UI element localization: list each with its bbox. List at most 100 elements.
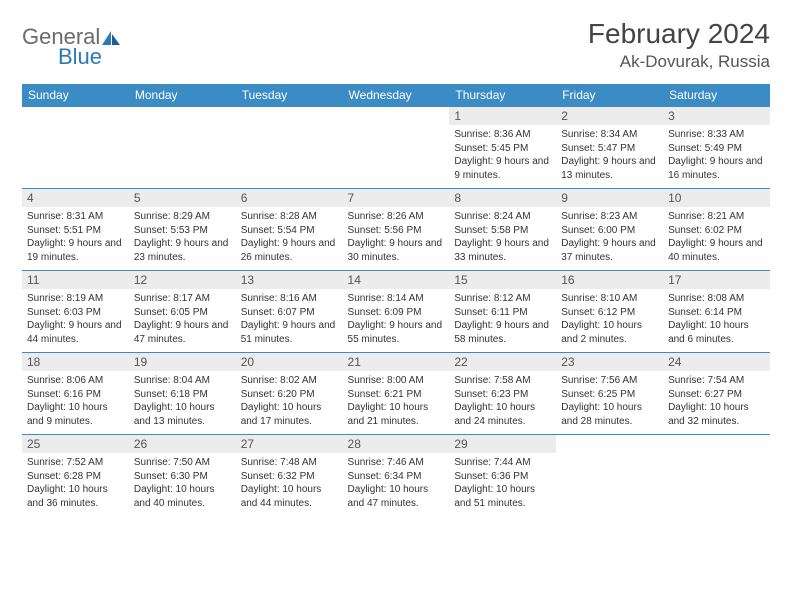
day-number: 27 (236, 435, 343, 453)
calendar-empty-cell (343, 107, 450, 189)
calendar-empty-cell (22, 107, 129, 189)
day-details: Sunrise: 8:00 AMSunset: 6:21 PMDaylight:… (343, 371, 450, 434)
day-details: Sunrise: 8:26 AMSunset: 5:56 PMDaylight:… (343, 207, 450, 270)
calendar-day-cell: 10Sunrise: 8:21 AMSunset: 6:02 PMDayligh… (663, 189, 770, 271)
day-details: Sunrise: 8:31 AMSunset: 5:51 PMDaylight:… (22, 207, 129, 270)
logo-text-blue: Blue (58, 44, 123, 70)
dow-tuesday: Tuesday (236, 84, 343, 107)
day-number: 29 (449, 435, 556, 453)
calendar-day-cell: 14Sunrise: 8:14 AMSunset: 6:09 PMDayligh… (343, 271, 450, 353)
calendar-table: SundayMondayTuesdayWednesdayThursdayFrid… (22, 84, 770, 516)
day-number: 14 (343, 271, 450, 289)
day-details: Sunrise: 7:48 AMSunset: 6:32 PMDaylight:… (236, 453, 343, 516)
calendar-week-row: 18Sunrise: 8:06 AMSunset: 6:16 PMDayligh… (22, 353, 770, 435)
calendar-week-row: 4Sunrise: 8:31 AMSunset: 5:51 PMDaylight… (22, 189, 770, 271)
calendar-day-cell: 27Sunrise: 7:48 AMSunset: 6:32 PMDayligh… (236, 435, 343, 517)
day-details: Sunrise: 8:29 AMSunset: 5:53 PMDaylight:… (129, 207, 236, 270)
calendar-day-cell: 13Sunrise: 8:16 AMSunset: 6:07 PMDayligh… (236, 271, 343, 353)
calendar-day-cell: 19Sunrise: 8:04 AMSunset: 6:18 PMDayligh… (129, 353, 236, 435)
calendar-day-cell: 12Sunrise: 8:17 AMSunset: 6:05 PMDayligh… (129, 271, 236, 353)
calendar-week-row: 25Sunrise: 7:52 AMSunset: 6:28 PMDayligh… (22, 435, 770, 517)
day-details: Sunrise: 8:17 AMSunset: 6:05 PMDaylight:… (129, 289, 236, 352)
calendar-day-cell: 23Sunrise: 7:56 AMSunset: 6:25 PMDayligh… (556, 353, 663, 435)
day-details: Sunrise: 8:19 AMSunset: 6:03 PMDaylight:… (22, 289, 129, 352)
day-details: Sunrise: 8:08 AMSunset: 6:14 PMDaylight:… (663, 289, 770, 352)
day-number: 10 (663, 189, 770, 207)
day-number: 23 (556, 353, 663, 371)
calendar-day-cell: 20Sunrise: 8:02 AMSunset: 6:20 PMDayligh… (236, 353, 343, 435)
calendar-day-cell: 21Sunrise: 8:00 AMSunset: 6:21 PMDayligh… (343, 353, 450, 435)
day-number: 18 (22, 353, 129, 371)
calendar-day-cell: 6Sunrise: 8:28 AMSunset: 5:54 PMDaylight… (236, 189, 343, 271)
day-number: 20 (236, 353, 343, 371)
calendar-day-cell: 28Sunrise: 7:46 AMSunset: 6:34 PMDayligh… (343, 435, 450, 517)
day-details: Sunrise: 8:06 AMSunset: 6:16 PMDaylight:… (22, 371, 129, 434)
day-details: Sunrise: 7:50 AMSunset: 6:30 PMDaylight:… (129, 453, 236, 516)
dow-friday: Friday (556, 84, 663, 107)
day-number: 24 (663, 353, 770, 371)
day-number: 2 (556, 107, 663, 125)
day-number: 6 (236, 189, 343, 207)
day-details: Sunrise: 8:02 AMSunset: 6:20 PMDaylight:… (236, 371, 343, 434)
day-number: 8 (449, 189, 556, 207)
day-details: Sunrise: 8:23 AMSunset: 6:00 PMDaylight:… (556, 207, 663, 270)
day-number: 11 (22, 271, 129, 289)
logo: GeneralBlue (22, 24, 123, 70)
day-number: 15 (449, 271, 556, 289)
calendar-day-cell: 22Sunrise: 7:58 AMSunset: 6:23 PMDayligh… (449, 353, 556, 435)
day-number: 4 (22, 189, 129, 207)
calendar-empty-cell (236, 107, 343, 189)
day-details: Sunrise: 8:34 AMSunset: 5:47 PMDaylight:… (556, 125, 663, 188)
day-details: Sunrise: 7:46 AMSunset: 6:34 PMDaylight:… (343, 453, 450, 516)
day-number: 7 (343, 189, 450, 207)
calendar-day-cell: 3Sunrise: 8:33 AMSunset: 5:49 PMDaylight… (663, 107, 770, 189)
day-number: 21 (343, 353, 450, 371)
dow-sunday: Sunday (22, 84, 129, 107)
day-number: 12 (129, 271, 236, 289)
calendar-day-cell: 26Sunrise: 7:50 AMSunset: 6:30 PMDayligh… (129, 435, 236, 517)
day-details: Sunrise: 7:52 AMSunset: 6:28 PMDaylight:… (22, 453, 129, 516)
calendar-day-cell: 1Sunrise: 8:36 AMSunset: 5:45 PMDaylight… (449, 107, 556, 189)
calendar-day-cell: 24Sunrise: 7:54 AMSunset: 6:27 PMDayligh… (663, 353, 770, 435)
day-number: 13 (236, 271, 343, 289)
day-number: 25 (22, 435, 129, 453)
day-number: 19 (129, 353, 236, 371)
title-block: February 2024 Ak-Dovurak, Russia (588, 18, 770, 72)
calendar-day-cell: 15Sunrise: 8:12 AMSunset: 6:11 PMDayligh… (449, 271, 556, 353)
day-details: Sunrise: 8:10 AMSunset: 6:12 PMDaylight:… (556, 289, 663, 352)
day-details: Sunrise: 8:21 AMSunset: 6:02 PMDaylight:… (663, 207, 770, 270)
day-number: 17 (663, 271, 770, 289)
day-number: 3 (663, 107, 770, 125)
header: GeneralBlue February 2024 Ak-Dovurak, Ru… (22, 18, 770, 72)
calendar-empty-cell (129, 107, 236, 189)
calendar-day-cell: 7Sunrise: 8:26 AMSunset: 5:56 PMDaylight… (343, 189, 450, 271)
day-number: 26 (129, 435, 236, 453)
day-number: 1 (449, 107, 556, 125)
calendar-day-cell: 9Sunrise: 8:23 AMSunset: 6:00 PMDaylight… (556, 189, 663, 271)
day-details: Sunrise: 8:14 AMSunset: 6:09 PMDaylight:… (343, 289, 450, 352)
calendar-day-cell: 17Sunrise: 8:08 AMSunset: 6:14 PMDayligh… (663, 271, 770, 353)
dow-wednesday: Wednesday (343, 84, 450, 107)
calendar-day-cell: 18Sunrise: 8:06 AMSunset: 6:16 PMDayligh… (22, 353, 129, 435)
calendar-empty-cell (556, 435, 663, 517)
day-details: Sunrise: 8:36 AMSunset: 5:45 PMDaylight:… (449, 125, 556, 188)
calendar-day-cell: 2Sunrise: 8:34 AMSunset: 5:47 PMDaylight… (556, 107, 663, 189)
day-details: Sunrise: 7:54 AMSunset: 6:27 PMDaylight:… (663, 371, 770, 434)
day-details: Sunrise: 8:12 AMSunset: 6:11 PMDaylight:… (449, 289, 556, 352)
day-number: 22 (449, 353, 556, 371)
day-details: Sunrise: 7:56 AMSunset: 6:25 PMDaylight:… (556, 371, 663, 434)
calendar-day-cell: 5Sunrise: 8:29 AMSunset: 5:53 PMDaylight… (129, 189, 236, 271)
day-details: Sunrise: 7:44 AMSunset: 6:36 PMDaylight:… (449, 453, 556, 516)
day-number: 9 (556, 189, 663, 207)
calendar-day-cell: 25Sunrise: 7:52 AMSunset: 6:28 PMDayligh… (22, 435, 129, 517)
day-details: Sunrise: 8:04 AMSunset: 6:18 PMDaylight:… (129, 371, 236, 434)
dow-monday: Monday (129, 84, 236, 107)
calendar-day-cell: 29Sunrise: 7:44 AMSunset: 6:36 PMDayligh… (449, 435, 556, 517)
day-details: Sunrise: 8:24 AMSunset: 5:58 PMDaylight:… (449, 207, 556, 270)
dow-saturday: Saturday (663, 84, 770, 107)
day-number: 5 (129, 189, 236, 207)
day-number: 28 (343, 435, 450, 453)
day-details: Sunrise: 8:28 AMSunset: 5:54 PMDaylight:… (236, 207, 343, 270)
day-details: Sunrise: 8:33 AMSunset: 5:49 PMDaylight:… (663, 125, 770, 188)
month-title: February 2024 (588, 18, 770, 50)
